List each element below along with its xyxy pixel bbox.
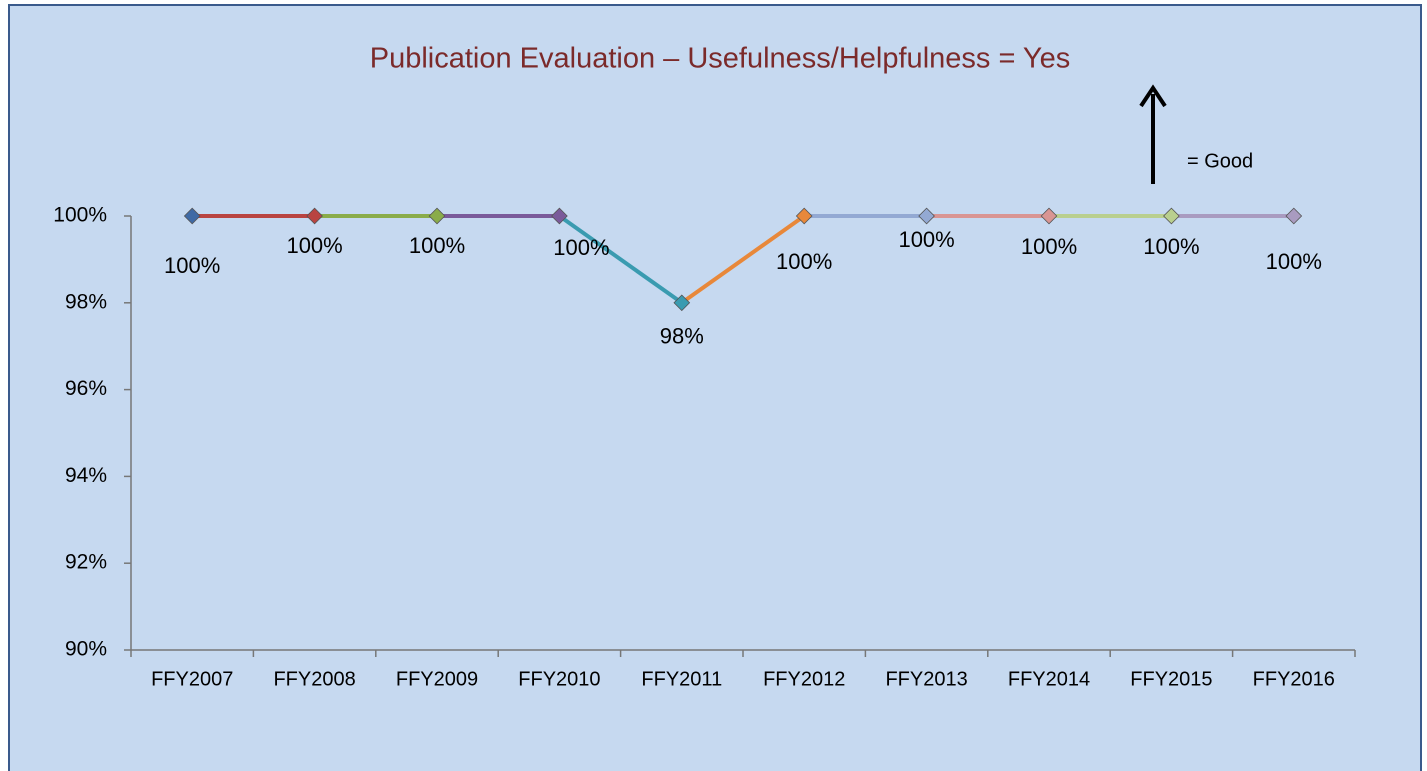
y-tick-label: 96% — [65, 377, 107, 400]
marker — [918, 207, 935, 225]
marker — [795, 207, 813, 225]
x-tick-label: FFY2015 — [1130, 668, 1212, 690]
data-label: 100% — [776, 249, 832, 274]
data-label: 98% — [660, 324, 704, 349]
x-tick-label: FFY2014 — [1008, 668, 1090, 690]
chart-title: Publication Evaluation – Usefulness/Help… — [370, 43, 1070, 75]
x-tick-label: FFY2010 — [518, 668, 600, 690]
y-tick-label: 92% — [65, 551, 107, 574]
line-segment — [558, 214, 683, 305]
data-label: 100% — [553, 235, 609, 260]
data-label: 100% — [164, 253, 220, 278]
data-label: 100% — [409, 233, 465, 258]
marker — [306, 207, 323, 225]
marker — [1285, 207, 1303, 225]
x-tick-label: FFY2009 — [396, 668, 478, 690]
marker — [1163, 207, 1180, 225]
y-tick-label: 100% — [53, 204, 107, 227]
x-tick-label: FFY2008 — [273, 668, 355, 690]
x-tick-label: FFY2007 — [151, 668, 233, 690]
y-tick-label: 98% — [65, 290, 107, 313]
data-label: 100% — [898, 227, 954, 252]
data-label: 100% — [286, 233, 342, 258]
marker — [428, 207, 446, 225]
x-tick-label: FFY2013 — [885, 668, 967, 690]
x-tick-label: FFY2011 — [641, 668, 722, 690]
data-label: 100% — [1143, 234, 1199, 259]
x-tick-label: FFY2012 — [763, 668, 845, 690]
good-arrowhead — [1139, 84, 1167, 108]
marker — [1040, 207, 1058, 225]
annotation: = Good — [1187, 150, 1253, 172]
line-segment — [680, 214, 806, 305]
marker — [551, 207, 568, 225]
y-tick-label: 90% — [65, 638, 107, 661]
chart-frame — [8, 4, 1422, 771]
marker — [183, 207, 201, 225]
marker — [673, 294, 691, 312]
data-label: 100% — [1021, 234, 1077, 259]
data-label: 100% — [1266, 249, 1322, 274]
y-tick-label: 94% — [65, 464, 107, 487]
x-tick-label: FFY2016 — [1253, 668, 1335, 690]
